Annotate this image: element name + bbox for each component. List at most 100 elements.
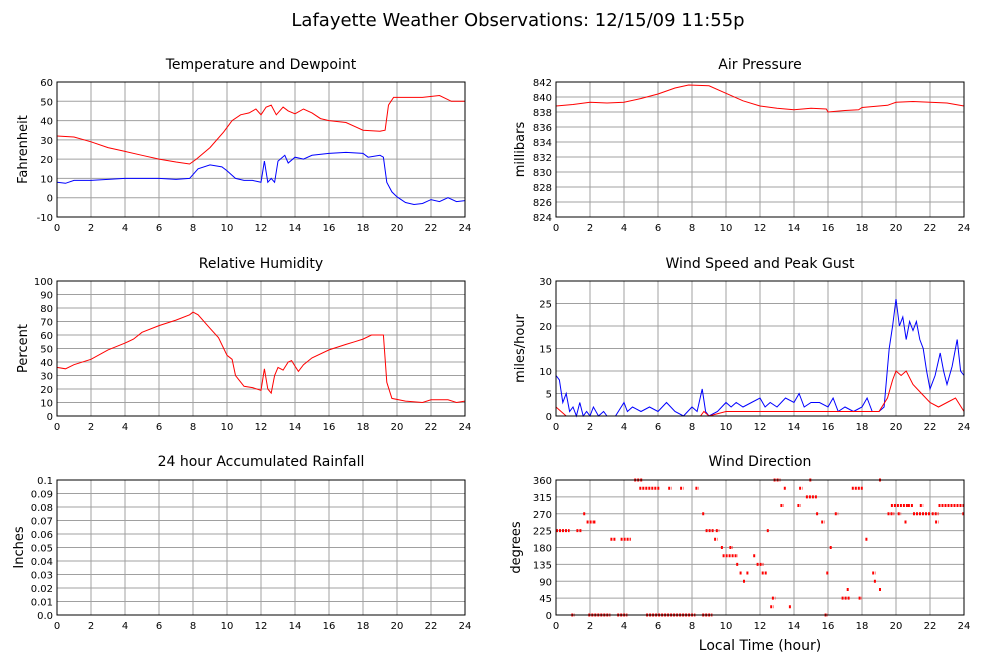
x-tick-label: 2 (587, 621, 593, 632)
x-tick-label: 16 (323, 621, 336, 632)
y-tick-label: 30 (40, 136, 53, 147)
x-tick-label: 20 (890, 223, 903, 234)
y-tick-label: 0.03 (31, 571, 53, 582)
series-line-red (56, 94, 465, 165)
x-tick-label: 4 (621, 422, 627, 433)
x-tick-label: 18 (357, 223, 370, 234)
y-tick-label: 360 (533, 476, 552, 487)
plot-frame (56, 479, 466, 616)
y-axis-label: degrees (509, 521, 524, 574)
chart-title: Temperature and Dewpoint (165, 57, 357, 73)
x-axis-label: Local Time (hour) (699, 638, 821, 654)
y-tick-label: 0.08 (31, 503, 53, 514)
chart-title: Wind Speed and Peak Gust (666, 256, 855, 272)
x-tick-label: 12 (754, 621, 767, 632)
y-tick-label: 315 (533, 493, 552, 504)
x-tick-label: 24 (459, 422, 472, 433)
x-tick-label: 12 (255, 621, 268, 632)
x-tick-label: 6 (655, 422, 661, 433)
x-tick-label: 12 (255, 223, 268, 234)
x-tick-label: 2 (88, 422, 94, 433)
x-tick-label: 0 (553, 422, 559, 433)
y-tick-label: 70 (40, 318, 53, 329)
plot-frame (56, 280, 466, 417)
x-tick-label: 0 (54, 422, 60, 433)
x-tick-label: 20 (890, 621, 903, 632)
y-tick-label: 60 (40, 78, 53, 89)
chart-title: Air Pressure (718, 57, 801, 73)
x-tick-label: 4 (122, 223, 128, 234)
y-tick-label: 90 (539, 577, 552, 588)
x-tick-label: 16 (822, 422, 835, 433)
y-tick-label: 100 (34, 277, 53, 288)
y-tick-label: 10 (539, 367, 552, 378)
y-axis-label: Inches (12, 526, 27, 568)
x-tick-label: 8 (689, 621, 695, 632)
x-tick-label: 14 (788, 223, 801, 234)
plot-frame (555, 280, 965, 417)
x-tick-label: 6 (655, 621, 661, 632)
y-tick-label: -10 (37, 213, 53, 224)
y-tick-label: 826 (533, 198, 552, 209)
y-tick-label: 40 (40, 117, 53, 128)
y-tick-label: 25 (539, 300, 552, 311)
y-tick-label: 0.01 (31, 598, 53, 609)
x-tick-label: 14 (289, 621, 302, 632)
x-tick-label: 16 (323, 223, 336, 234)
x-tick-label: 10 (221, 621, 234, 632)
x-tick-label: 0 (553, 621, 559, 632)
y-tick-label: 0.09 (31, 490, 53, 501)
y-tick-label: 836 (533, 123, 552, 134)
y-tick-label: 45 (539, 594, 552, 605)
x-tick-label: 16 (822, 621, 835, 632)
x-tick-label: 10 (221, 422, 234, 433)
y-tick-label: 20 (40, 155, 53, 166)
y-tick-label: 10 (40, 399, 53, 410)
x-tick-label: 18 (856, 223, 869, 234)
x-tick-label: 18 (357, 422, 370, 433)
y-axis-label: miles/hour (513, 313, 528, 382)
x-tick-label: 8 (190, 223, 196, 234)
chart-title: 24 hour Accumulated Rainfall (158, 454, 365, 470)
x-tick-label: 12 (754, 422, 767, 433)
y-tick-label: 0.1 (37, 476, 53, 487)
y-tick-label: 20 (539, 322, 552, 333)
y-axis-label: millibars (513, 122, 528, 178)
plot-frame (555, 479, 965, 616)
x-tick-label: 22 (924, 621, 937, 632)
x-tick-label: 10 (720, 422, 733, 433)
y-tick-label: 0.04 (31, 557, 53, 568)
y-tick-label: 180 (533, 544, 552, 555)
x-tick-label: 10 (720, 223, 733, 234)
x-tick-label: 24 (459, 621, 472, 632)
x-tick-label: 18 (856, 621, 869, 632)
y-tick-label: 40 (40, 358, 53, 369)
x-tick-label: 22 (425, 621, 438, 632)
y-tick-label: 135 (533, 560, 552, 571)
x-tick-label: 8 (190, 621, 196, 632)
x-tick-label: 24 (958, 422, 971, 433)
plot-frame (56, 81, 466, 218)
series-line-blue (555, 298, 965, 418)
x-tick-label: 22 (924, 422, 937, 433)
y-tick-label: 270 (533, 510, 552, 521)
y-tick-label: 828 (533, 183, 552, 194)
y-tick-label: 30 (40, 372, 53, 383)
x-tick-label: 24 (958, 621, 971, 632)
x-tick-label: 4 (122, 422, 128, 433)
x-tick-label: 6 (156, 621, 162, 632)
x-tick-label: 12 (754, 223, 767, 234)
y-tick-label: 842 (533, 78, 552, 89)
y-tick-label: 0 (546, 611, 552, 622)
series-line-red (555, 84, 965, 113)
x-tick-label: 24 (958, 223, 971, 234)
x-tick-label: 10 (720, 621, 733, 632)
y-tick-label: 50 (40, 345, 53, 356)
x-tick-label: 2 (88, 223, 94, 234)
x-tick-label: 14 (788, 621, 801, 632)
x-tick-label: 0 (54, 223, 60, 234)
